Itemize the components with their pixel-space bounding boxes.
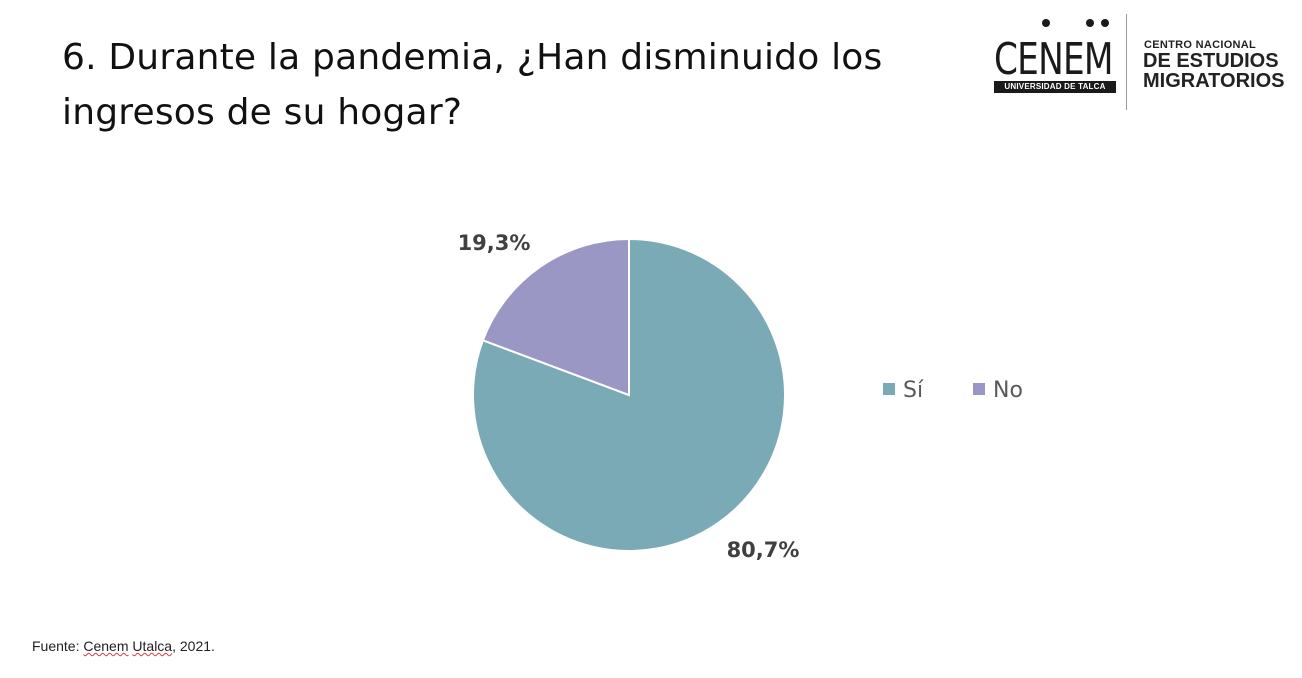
source-note: Fuente: Cenem Utalca, 2021.: [32, 638, 215, 654]
logo-line3: MIGRATORIOS: [1143, 70, 1285, 92]
legend-label-si: Sí: [903, 378, 924, 403]
logo-dot: [1101, 19, 1109, 27]
data-label-si: 80,7%: [727, 538, 800, 562]
source-org1: Cenem: [83, 638, 129, 654]
logo-line2: DE ESTUDIOS: [1143, 50, 1279, 72]
cenem-logo: CENEM UNIVERSIDAD DE TALCA CENTRO NACION…: [990, 14, 1295, 114]
logo-dot: [1042, 19, 1050, 27]
source-org2: Utalca: [132, 638, 173, 654]
source-prefix: Fuente:: [32, 638, 84, 654]
logo-university: UNIVERSIDAD DE TALCA: [994, 81, 1116, 93]
logo-line1: CENTRO NACIONAL: [1144, 39, 1257, 51]
legend-swatch-si: [883, 383, 895, 395]
source-suffix: , 2021.: [172, 638, 215, 654]
legend-label-no: No: [993, 378, 1023, 403]
data-label-no: 19,3%: [458, 231, 531, 255]
logo-wordmark: CENEM: [994, 34, 1113, 85]
chart-title: 6. Durante la pandemia, ¿Han disminuido …: [62, 37, 883, 133]
pie-slice-no: [481, 237, 630, 397]
legend-swatch-no: [973, 383, 985, 395]
logo-dot: [1086, 19, 1094, 27]
logo-divider: [1126, 14, 1127, 110]
